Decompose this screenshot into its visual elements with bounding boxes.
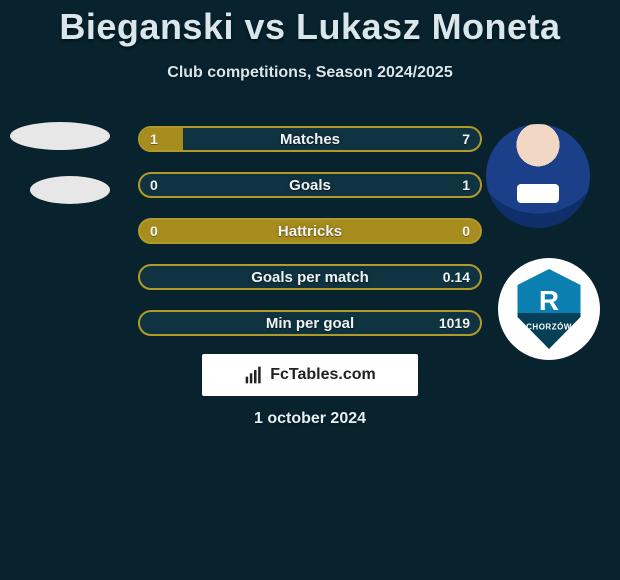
subtitle: Club competitions, Season 2024/2025 [0,64,620,82]
player-left-avatar-1 [10,122,110,150]
brand-badge: FcTables.com [202,354,418,396]
page-title: Bieganski vs Lukasz Moneta [0,0,620,48]
bar-label: Matches [280,131,340,148]
date: 1 october 2024 [254,410,366,428]
bar-value-left: 0 [150,223,158,239]
player-left-avatar-2 [30,176,110,204]
bar-value-right: 7 [462,131,470,147]
comparison-bar: Min per goal 1019 [138,310,482,336]
chart-icon [244,365,264,385]
bar-value-right: 1 [462,177,470,193]
bar-fill-left [140,128,183,150]
bar-value-left: 1 [150,131,158,147]
club-right-logo: R CHORZÓW [498,258,600,360]
bar-label: Goals per match [251,269,369,286]
player-right-photo [486,124,590,228]
logo-band: CHORZÓW [526,322,572,331]
bar-label: Min per goal [266,315,354,332]
shield-icon: R CHORZÓW [514,269,584,349]
comparison-bar: 0 Hattricks 0 [138,218,482,244]
comparison-bar: 0 Goals 1 [138,172,482,198]
logo-letter: R [539,285,559,317]
comparison-bar: Goals per match 0.14 [138,264,482,290]
bar-label: Goals [289,177,331,194]
bar-value-right: 0 [462,223,470,239]
bar-value-right: 1019 [439,315,470,331]
comparison-bar: 1 Matches 7 [138,126,482,152]
bar-label: Hattricks [278,223,342,240]
bar-value-right: 0.14 [443,269,470,285]
brand-text: FcTables.com [270,366,376,384]
bar-value-left: 0 [150,177,158,193]
comparison-bars: 1 Matches 7 0 Goals 1 0 Hattricks 0 Goals per mat… [138,126,482,356]
